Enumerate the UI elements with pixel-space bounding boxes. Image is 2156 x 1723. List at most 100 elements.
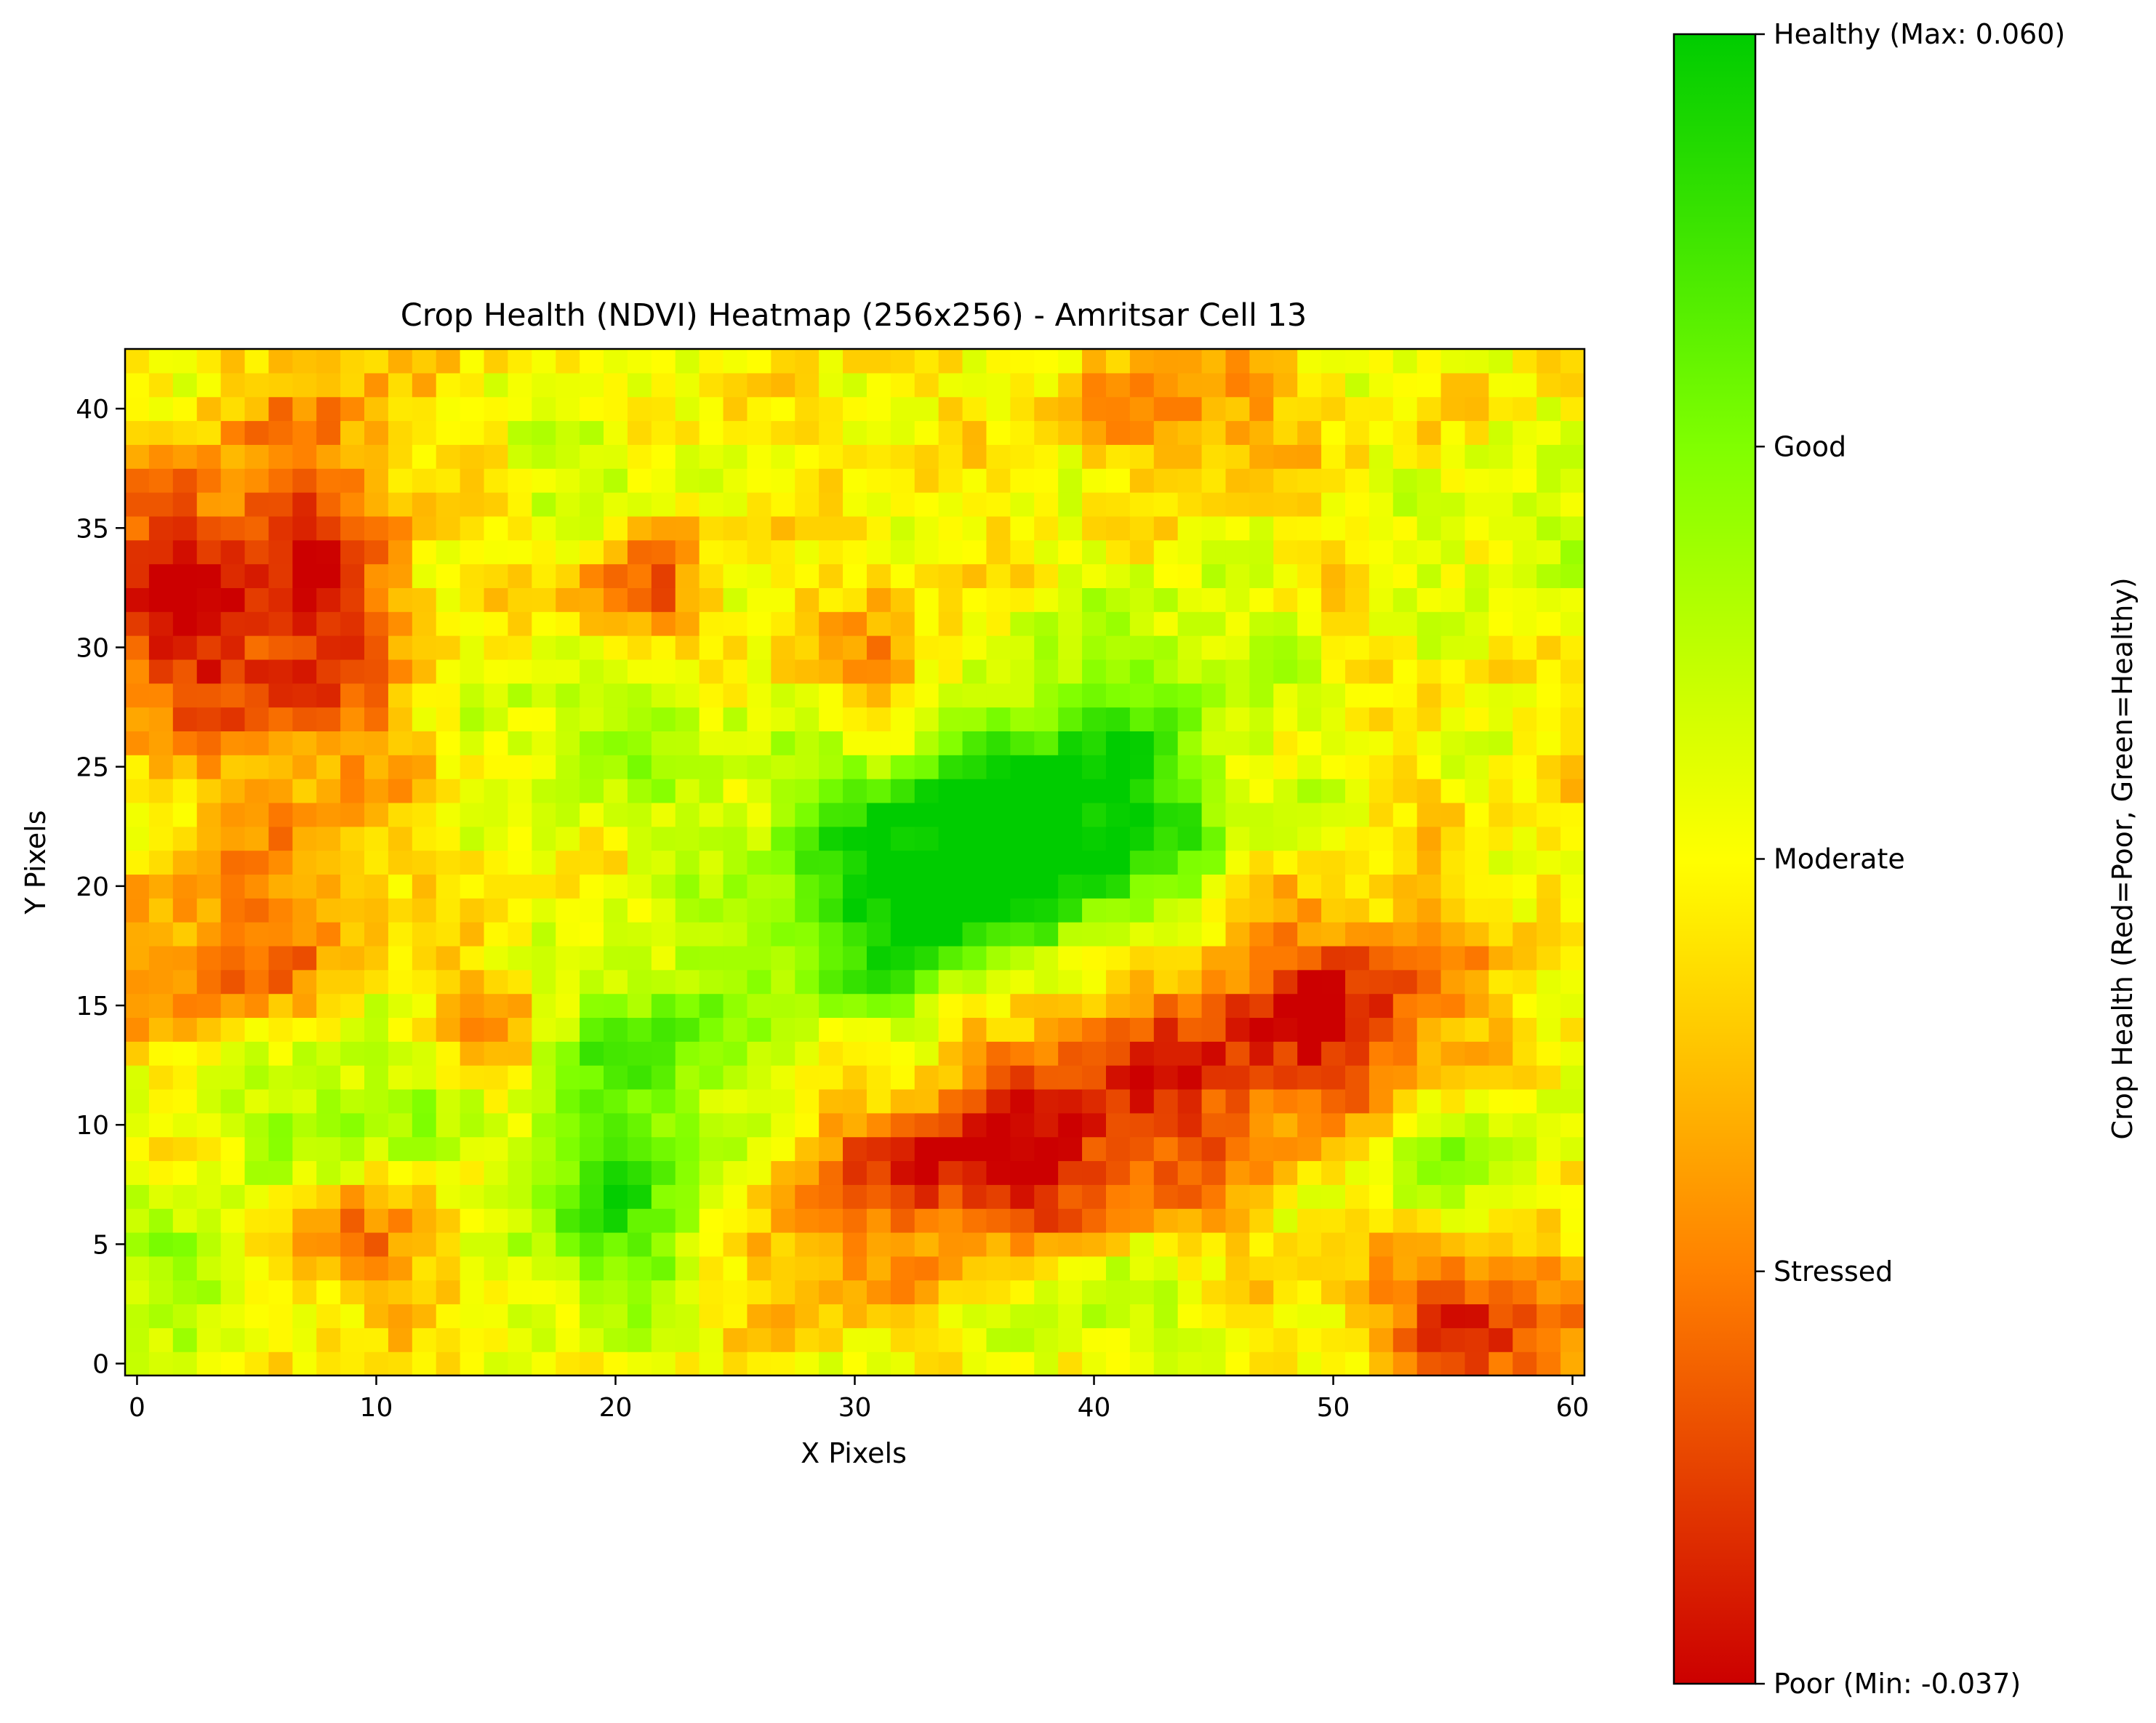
heatmap-cell <box>1201 1041 1227 1066</box>
heatmap-cell <box>651 492 676 517</box>
heatmap-cell <box>1105 898 1131 923</box>
heatmap-cell <box>292 1065 317 1090</box>
heatmap-cell <box>1297 922 1322 947</box>
heatmap-cell <box>1392 492 1418 517</box>
heatmap-cell <box>1297 731 1322 755</box>
heatmap-cell <box>795 1304 819 1328</box>
heatmap-cell <box>723 1256 748 1281</box>
heatmap-cell <box>388 349 413 374</box>
heatmap-cell <box>1392 420 1418 445</box>
heatmap-cell <box>1153 420 1179 445</box>
heatmap-cell <box>1153 707 1179 731</box>
heatmap-cell <box>1273 731 1298 755</box>
heatmap-cell <box>268 826 293 851</box>
heatmap-cell <box>1536 1112 1561 1138</box>
heatmap-cell <box>1440 587 1466 612</box>
heatmap-cell <box>1153 945 1179 971</box>
heatmap-cell <box>1249 802 1274 827</box>
heatmap-cell <box>1440 1017 1466 1042</box>
heatmap-cell <box>196 539 222 565</box>
heatmap-cell <box>532 1328 556 1352</box>
heatmap-cell <box>938 1184 963 1209</box>
heatmap-cell <box>484 563 509 588</box>
heatmap-cell <box>890 444 915 469</box>
heatmap-cell <box>196 1160 222 1185</box>
heatmap-cell <box>508 444 532 469</box>
heatmap-cell <box>1105 635 1131 660</box>
heatmap-cell <box>412 993 437 1019</box>
heatmap-cell <box>1225 1352 1250 1376</box>
heatmap-cell <box>938 850 963 875</box>
heatmap-cell <box>890 802 915 827</box>
heatmap-cell <box>1488 444 1513 469</box>
heatmap-cell <box>1488 515 1513 541</box>
heatmap-cell <box>1560 683 1585 708</box>
heatmap-cell <box>604 1352 628 1376</box>
heatmap-cell <box>1010 611 1035 636</box>
heatmap-cell <box>1105 922 1131 947</box>
heatmap-cell <box>914 492 939 517</box>
heatmap-cell <box>699 683 724 708</box>
heatmap-cell <box>1082 1208 1107 1233</box>
heatmap-cell <box>1560 850 1585 875</box>
heatmap-cell <box>699 922 724 947</box>
heatmap-cell <box>1273 683 1298 708</box>
heatmap-cell <box>747 707 772 731</box>
heatmap-cell <box>412 1041 437 1066</box>
heatmap-cell <box>148 1065 174 1090</box>
heatmap-cell <box>866 611 891 636</box>
heatmap-cell <box>675 611 700 636</box>
heatmap-cell <box>1536 969 1561 995</box>
heatmap-cell <box>556 1352 580 1376</box>
heatmap-cell <box>340 969 365 995</box>
heatmap-cell <box>484 993 509 1019</box>
heatmap-cell <box>1440 826 1466 851</box>
heatmap-cell <box>148 1208 174 1233</box>
heatmap-cell <box>460 492 485 517</box>
heatmap-cell <box>244 420 270 445</box>
heatmap-cell <box>1010 1017 1035 1042</box>
heatmap-cell <box>580 1017 604 1042</box>
heatmap-cell <box>580 1088 604 1114</box>
heatmap-cell <box>172 1017 198 1042</box>
heatmap-cell <box>1536 396 1561 422</box>
heatmap-cell <box>1105 993 1131 1019</box>
heatmap-cell <box>890 826 915 851</box>
heatmap-cell <box>1105 659 1131 684</box>
heatmap-cell <box>604 1136 628 1162</box>
heatmap-cell <box>962 444 987 469</box>
heatmap-cell <box>843 969 867 995</box>
heatmap-cell <box>627 850 652 875</box>
heatmap-cell <box>532 539 556 565</box>
heatmap-cell <box>866 587 891 612</box>
heatmap-cell <box>986 468 1011 493</box>
heatmap-cell <box>556 1208 580 1233</box>
heatmap-cell <box>508 1352 532 1376</box>
heatmap-cell <box>1082 826 1107 851</box>
heatmap-cell <box>1129 1304 1155 1328</box>
heatmap-cell <box>1512 444 1537 469</box>
heatmap-cell <box>866 1184 891 1209</box>
heatmap-cell <box>196 898 222 923</box>
heatmap-cell <box>1345 969 1370 995</box>
heatmap-cell <box>364 1184 389 1209</box>
heatmap-cell <box>890 1328 915 1352</box>
heatmap-cell <box>1488 372 1513 398</box>
heatmap-cell <box>1010 635 1035 660</box>
heatmap-cell <box>1129 372 1155 398</box>
heatmap-cell <box>268 539 293 565</box>
heatmap-cell <box>1105 539 1131 565</box>
heatmap-cell <box>364 779 389 803</box>
heatmap-cell <box>986 372 1011 398</box>
heatmap-cell <box>1034 563 1059 588</box>
heatmap-cell <box>1249 755 1274 779</box>
heatmap-cell <box>1536 1232 1561 1257</box>
heatmap-cell <box>962 611 987 636</box>
heatmap-cell <box>675 659 700 684</box>
heatmap-cell <box>1129 468 1155 493</box>
heatmap-cell <box>172 1304 198 1328</box>
heatmap-cell <box>699 349 724 374</box>
heatmap-cell <box>1129 1328 1155 1352</box>
heatmap-cell <box>388 969 413 995</box>
heatmap-cell <box>723 707 748 731</box>
